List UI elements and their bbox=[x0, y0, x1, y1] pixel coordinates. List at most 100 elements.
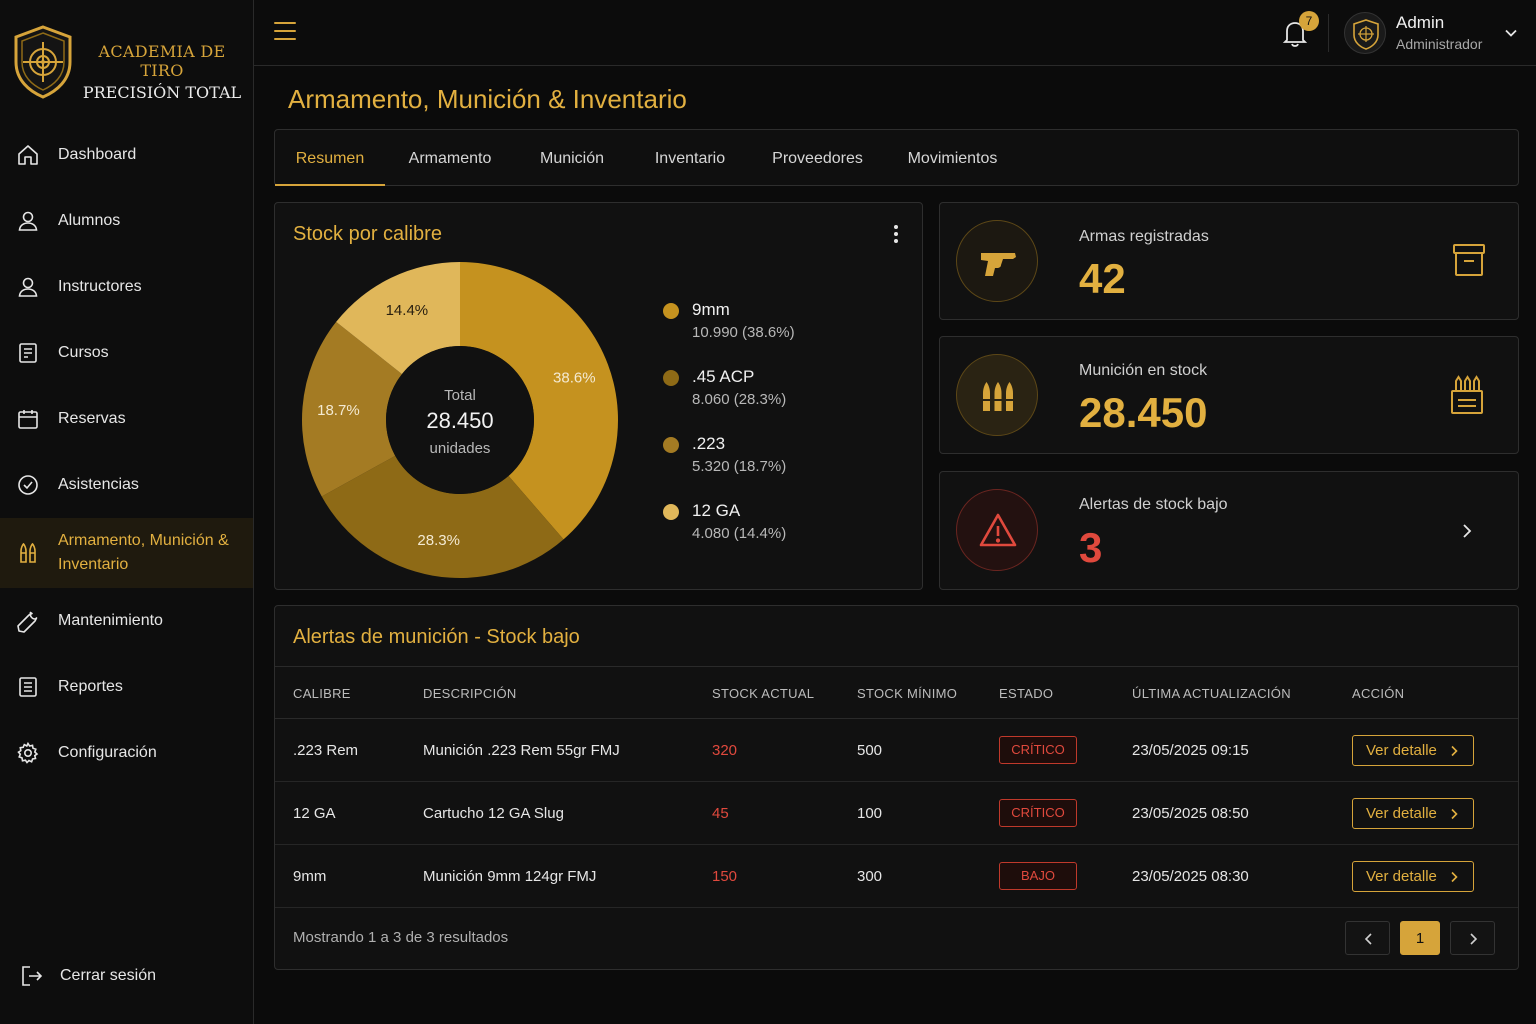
sidebar-item-label: Reservas bbox=[58, 410, 126, 427]
topbar: 7 Admin Administrador bbox=[254, 0, 1536, 66]
tab-municion[interactable]: Munición bbox=[539, 150, 605, 167]
donut-slice-9mm[interactable] bbox=[460, 262, 618, 540]
cell-calibre: .223 Rem bbox=[293, 742, 359, 759]
donut-center-value: 28.450 bbox=[426, 408, 494, 433]
bullets-icon bbox=[956, 354, 1038, 436]
button-label: Ver detalle bbox=[1366, 868, 1437, 885]
chevron-right-icon[interactable] bbox=[1460, 522, 1474, 540]
check-circle-icon bbox=[16, 473, 40, 497]
avatar[interactable] bbox=[1344, 12, 1386, 54]
divider bbox=[1328, 14, 1329, 52]
cell-stock-actual: 320 bbox=[712, 742, 738, 759]
legend-name: 9mm bbox=[692, 300, 730, 319]
donut-slice-45-acp[interactable] bbox=[321, 455, 564, 578]
sidebar-item-label: Reportes bbox=[58, 678, 123, 695]
menu-icon[interactable] bbox=[274, 22, 296, 42]
bell-icon[interactable] bbox=[1282, 18, 1308, 48]
cell-calibre: 12 GA bbox=[293, 805, 336, 822]
tab-inventario[interactable]: Inventario bbox=[654, 150, 726, 167]
cell-stock-actual: 150 bbox=[712, 868, 738, 885]
document-icon bbox=[16, 341, 40, 365]
button-label: Ver detalle bbox=[1366, 805, 1437, 822]
stat-card-alertas[interactable]: Alertas de stock bajo 3 bbox=[939, 471, 1519, 590]
cell-descripcion: Munición 9mm 124gr FMJ bbox=[423, 868, 597, 885]
legend-swatch bbox=[663, 370, 679, 386]
legend-value: 8.060 (28.3%) bbox=[692, 391, 787, 408]
sidebar-item-armamento[interactable]: Armamento, Munición & Inventario bbox=[0, 518, 253, 588]
more-options-icon[interactable] bbox=[894, 225, 900, 247]
sidebar-item-reservas[interactable]: Reservas bbox=[0, 386, 253, 452]
donut-hole bbox=[386, 346, 534, 494]
legend-value: 5.320 (18.7%) bbox=[692, 458, 787, 475]
ammo-box-icon[interactable] bbox=[1449, 375, 1485, 417]
report-icon bbox=[16, 675, 40, 699]
legend-swatch bbox=[663, 303, 679, 319]
stat-label: Munición en stock bbox=[1079, 362, 1208, 379]
legend-item: .223 5.320 (18.7%) bbox=[663, 433, 883, 500]
donut-slice-12-ga[interactable] bbox=[336, 262, 460, 375]
table-row: 12 GA Cartucho 12 GA Slug 45 100 CRÍTICO… bbox=[275, 782, 1518, 845]
view-detail-button[interactable]: Ver detalle bbox=[1352, 735, 1474, 766]
gear-icon bbox=[16, 741, 40, 765]
brand-name: ACADEMIA DE TIRO bbox=[98, 42, 226, 80]
stat-card-armas: Armas registradas 42 bbox=[939, 202, 1519, 320]
legend-item: .45 ACP 8.060 (28.3%) bbox=[663, 366, 883, 433]
column-header: ESTADO bbox=[999, 686, 1054, 701]
view-detail-button[interactable]: Ver detalle bbox=[1352, 798, 1474, 829]
sidebar-item-alumnos[interactable]: Alumnos bbox=[0, 188, 253, 254]
pistol-icon bbox=[956, 220, 1038, 302]
legend-swatch bbox=[663, 504, 679, 520]
donut-slice-223[interactable] bbox=[302, 321, 402, 497]
cell-fecha: 23/05/2025 08:50 bbox=[1132, 805, 1249, 822]
sidebar-item-reportes[interactable]: Reportes bbox=[0, 654, 253, 720]
cell-stock-minimo: 300 bbox=[857, 868, 883, 885]
chevron-down-icon[interactable] bbox=[1504, 26, 1518, 40]
stat-value: 42 bbox=[1079, 255, 1126, 302]
sidebar-item-asistencias[interactable]: Asistencias bbox=[0, 452, 253, 518]
column-header: ÚLTIMA ACTUALIZACIÓN bbox=[1132, 686, 1291, 701]
stat-value: 28.450 bbox=[1079, 389, 1208, 436]
chevron-right-icon bbox=[1470, 933, 1478, 945]
sidebar-item-dashboard[interactable]: Dashboard bbox=[0, 122, 253, 188]
logout-button[interactable]: Cerrar sesión bbox=[0, 950, 253, 1002]
sidebar: ACADEMIA DE TIRO PRECISIÓN TOTAL Dashboa… bbox=[0, 0, 254, 1024]
slice-percent-label: 18.7% bbox=[317, 402, 360, 419]
tab-proveedores[interactable]: Proveedores bbox=[772, 150, 863, 167]
status-badge: CRÍTICO bbox=[999, 799, 1077, 827]
tab-movimientos[interactable]: Movimientos bbox=[907, 150, 998, 167]
next-page-button[interactable] bbox=[1450, 921, 1495, 955]
tab-resumen[interactable]: Resumen bbox=[275, 130, 385, 186]
logout-label: Cerrar sesión bbox=[60, 967, 157, 984]
warning-icon bbox=[956, 489, 1038, 571]
brand-logo[interactable]: ACADEMIA DE TIRO PRECISIÓN TOTAL bbox=[10, 24, 250, 104]
view-detail-button[interactable]: Ver detalle bbox=[1352, 861, 1474, 892]
sidebar-item-cursos[interactable]: Cursos bbox=[0, 320, 253, 386]
legend-name: .45 ACP bbox=[692, 367, 755, 386]
alerts-table-card: Alertas de munición - Stock bajo CALIBRE… bbox=[274, 605, 1519, 970]
donut-center-unit: unidades bbox=[429, 440, 491, 457]
prev-page-button[interactable] bbox=[1345, 921, 1390, 955]
column-header: STOCK MÍNIMO bbox=[857, 686, 958, 701]
sidebar-item-mantenimiento[interactable]: Mantenimiento bbox=[0, 588, 253, 654]
stat-value: 3 bbox=[1079, 524, 1103, 571]
results-summary: Mostrando 1 a 3 de 3 resultados bbox=[293, 929, 509, 946]
cell-stock-minimo: 100 bbox=[857, 805, 883, 822]
legend-swatch bbox=[663, 437, 679, 453]
notification-badge: 7 bbox=[1299, 11, 1319, 31]
wrench-icon bbox=[16, 609, 40, 633]
sidebar-item-label: Asistencias bbox=[58, 476, 139, 493]
sidebar-item-label: Mantenimiento bbox=[58, 612, 163, 629]
status-badge: BAJO bbox=[999, 862, 1077, 890]
tab-armamento[interactable]: Armamento bbox=[408, 150, 492, 167]
donut-center-label: Total bbox=[444, 387, 476, 404]
chart-legend: 9mm 10.990 (38.6%) .45 ACP 8.060 (28.3%)… bbox=[663, 299, 883, 567]
shield-crosshair-icon bbox=[1353, 19, 1379, 50]
page-button-current[interactable]: 1 bbox=[1400, 921, 1440, 955]
status-badge: CRÍTICO bbox=[999, 736, 1077, 764]
archive-icon[interactable] bbox=[1451, 241, 1487, 281]
sidebar-item-instructores[interactable]: Instructores bbox=[0, 254, 253, 320]
sidebar-item-label: Instructores bbox=[58, 278, 142, 295]
stat-label: Alertas de stock bajo bbox=[1079, 496, 1228, 513]
table-title: Alertas de munición - Stock bajo bbox=[293, 626, 580, 648]
sidebar-item-configuracion[interactable]: Configuración bbox=[0, 720, 253, 786]
